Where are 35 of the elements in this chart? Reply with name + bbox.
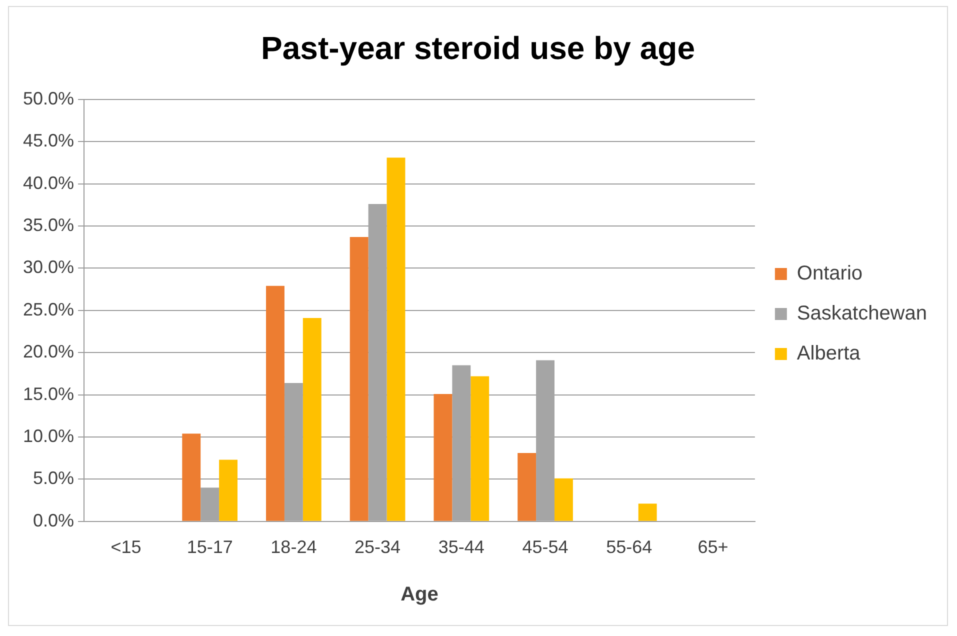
bar [302,318,322,521]
legend-label: Saskatchewan [796,302,927,325]
chart-title: Past-year steroid use by age [261,30,695,66]
x-tick-label: 25-34 [354,537,401,558]
x-tick-label: 65+ [698,537,728,558]
y-tick-label: 35.0% [22,214,74,235]
x-tick-label: 55-64 [606,537,652,558]
y-tick-label: 15.0% [22,384,74,404]
y-tick-label: 0.0% [33,510,74,530]
bar [434,394,452,521]
legend-label: Alberta [796,342,862,365]
y-tick-label: 30.0% [22,257,74,278]
x-axis-title: Age [400,584,438,606]
bar [350,236,368,521]
y-tick-label: 20.0% [22,342,74,362]
y-tick-label: 25.0% [22,299,74,320]
y-tick-label: 45.0% [22,130,74,151]
x-tick-label: 18-24 [270,537,317,558]
bar [638,504,657,521]
x-tick-label: 35-44 [438,537,484,558]
bar [554,478,573,521]
x-tick-label: 45-54 [522,537,568,558]
x-tick-label: 15-17 [186,537,233,558]
bar [470,376,490,521]
legend-label: Ontario [796,262,863,285]
y-tick-label: 10.0% [22,426,74,446]
bar [266,286,284,521]
bar [182,434,201,521]
bar [386,158,406,521]
x-tick-label: <15 [110,537,142,558]
y-tick-label: 50.0% [22,88,74,108]
bar [518,453,536,521]
bar [219,460,238,521]
y-tick-label: 40.0% [22,172,74,193]
y-tick-label: 5.0% [33,468,74,488]
